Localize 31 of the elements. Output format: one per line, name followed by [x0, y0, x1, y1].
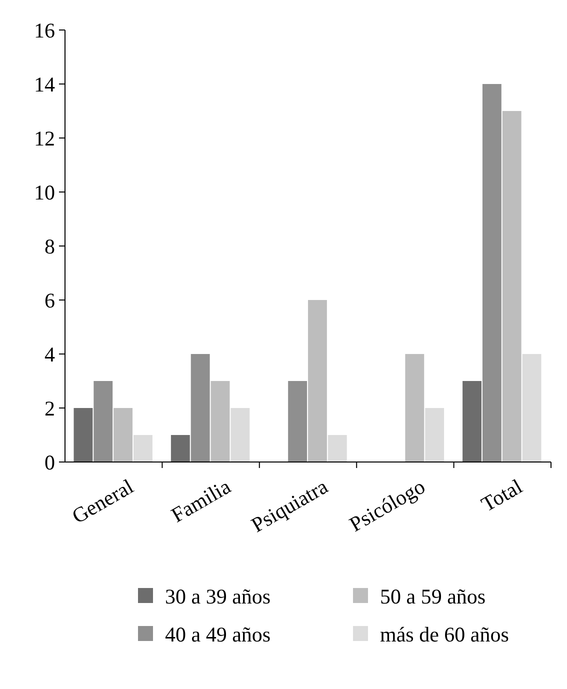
legend-label: más de 60 años	[380, 622, 509, 646]
bar	[425, 408, 444, 462]
bar	[134, 435, 152, 462]
bar	[94, 381, 113, 462]
y-tick-label: 6	[44, 288, 55, 312]
bar	[308, 300, 327, 462]
bar	[190, 354, 210, 462]
legend-label: 40 a 49 años	[165, 622, 271, 646]
bar	[288, 381, 307, 462]
bar	[482, 84, 502, 462]
y-tick-label: 16	[34, 18, 55, 42]
bar	[74, 408, 93, 462]
legend-label: 50 a 59 años	[380, 584, 486, 608]
legend-label: 30 a 39 años	[165, 584, 271, 608]
bar	[405, 354, 424, 462]
bar	[230, 408, 250, 462]
y-tick-label: 0	[44, 450, 55, 474]
bar	[114, 408, 133, 462]
y-tick-label: 8	[44, 234, 55, 258]
bar	[462, 381, 482, 462]
y-tick-label: 4	[44, 342, 56, 366]
bar	[502, 111, 522, 462]
bar	[522, 354, 542, 462]
x-tick-label: Total	[477, 474, 526, 516]
y-tick-label: 12	[34, 126, 55, 150]
bar	[328, 435, 347, 462]
y-tick-label: 10	[34, 180, 55, 204]
y-tick-label: 14	[34, 72, 56, 96]
bar	[210, 381, 230, 462]
bar	[170, 435, 190, 462]
y-tick-label: 2	[44, 396, 55, 420]
